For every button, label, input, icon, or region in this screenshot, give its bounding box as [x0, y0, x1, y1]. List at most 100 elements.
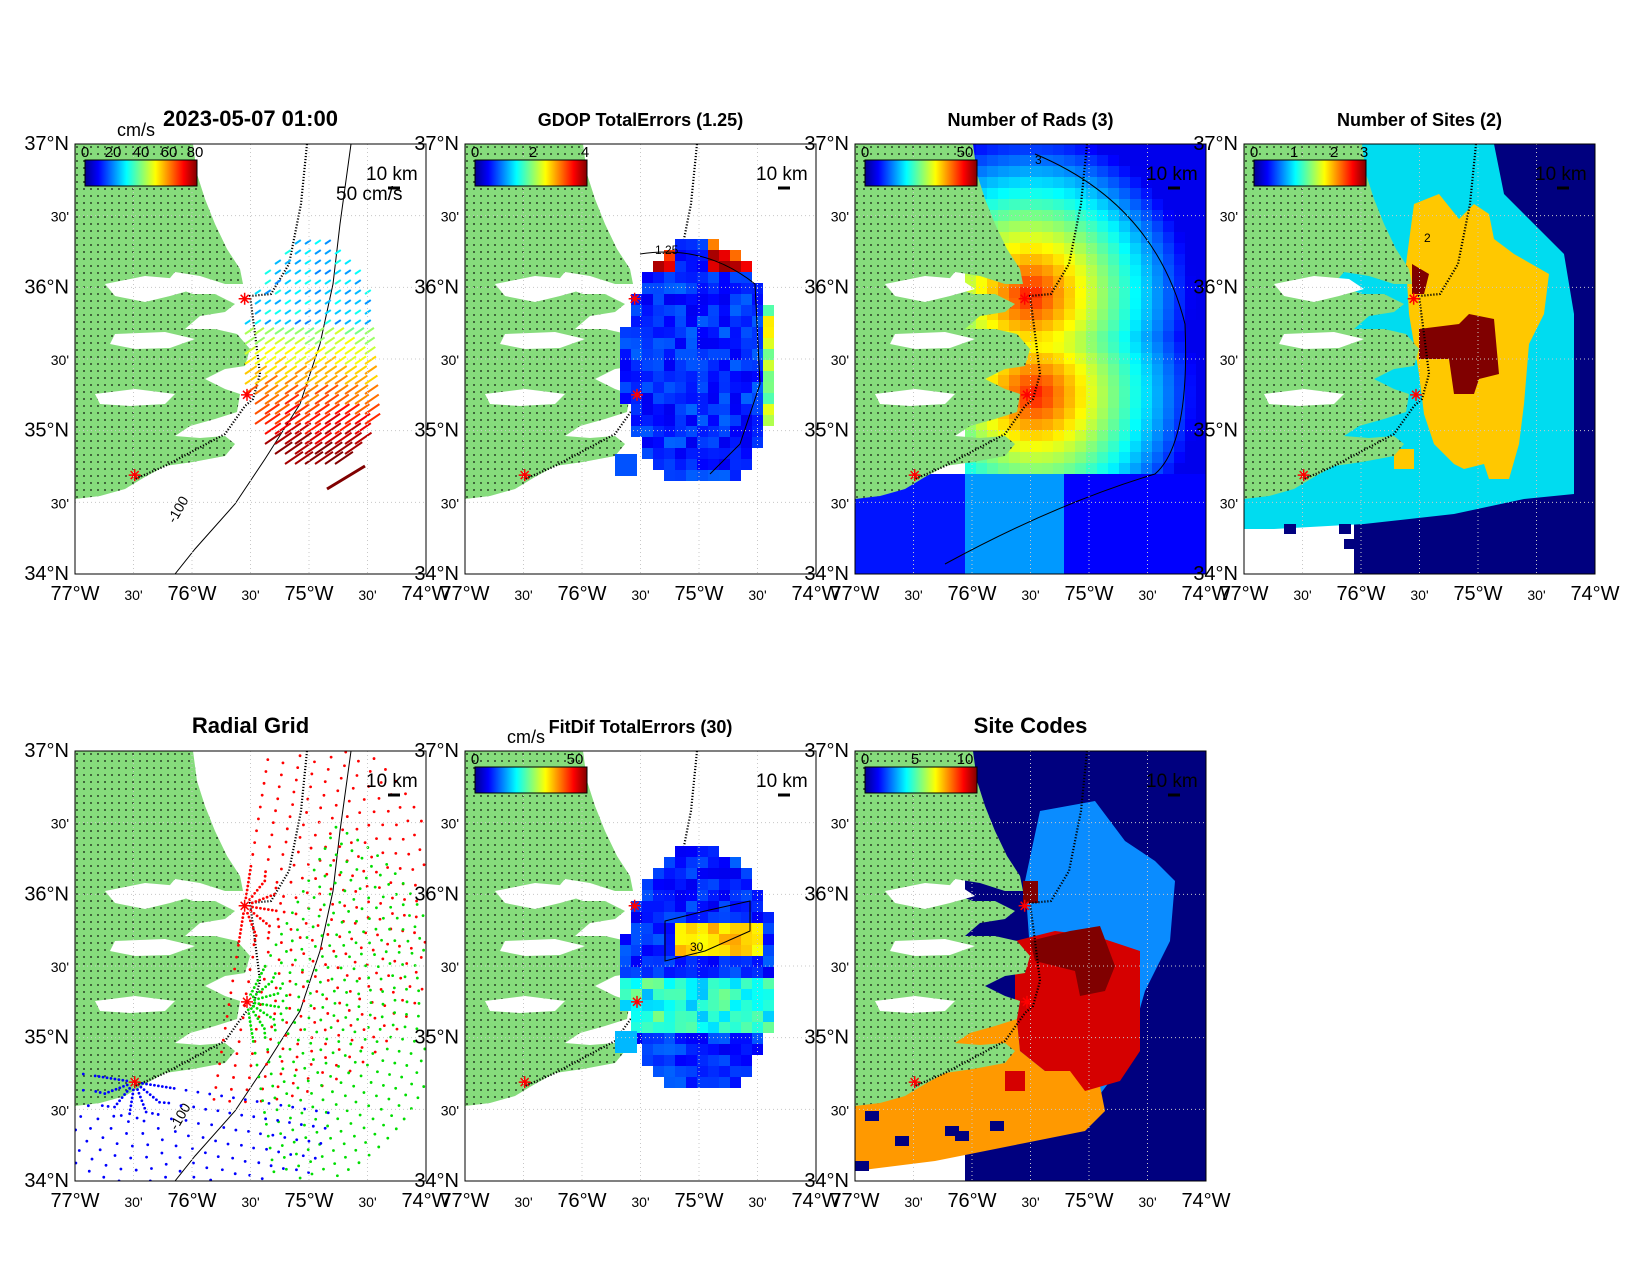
axes-frame: [74, 750, 427, 1182]
grid-cell: [719, 978, 730, 989]
grid-cell: [1108, 276, 1119, 287]
grid-cell: [719, 945, 730, 956]
grid-cell: [730, 393, 741, 404]
grid-cell: [1086, 507, 1097, 518]
current-vector: [344, 355, 357, 365]
current-vector: [304, 336, 316, 345]
site-marker-icon: [1020, 388, 1033, 401]
radial-grid-point: [314, 877, 318, 880]
radial-grid-point: [96, 1117, 100, 1121]
grid-cell: [708, 1000, 719, 1011]
grid-cell: [1042, 540, 1053, 551]
grid-cell: [664, 923, 675, 934]
current-vector: [264, 336, 276, 345]
radial-grid-point: [414, 883, 417, 887]
grid-cell: [642, 912, 653, 923]
grid-cell: [1119, 144, 1130, 155]
current-vector: [344, 365, 358, 375]
grid-cell: [1031, 419, 1042, 430]
current-vector: [314, 239, 322, 245]
radial-grid-point: [375, 870, 378, 874]
grid-cell: [642, 945, 653, 956]
grid-cell: [1053, 232, 1064, 243]
current-vector: [324, 239, 332, 245]
radial-grid-point: [409, 1107, 413, 1110]
radial-grid-point: [102, 1175, 106, 1179]
colorbar-tick: 0: [861, 144, 869, 161]
radial-grid-point: [246, 911, 249, 915]
radial-grid-point: [413, 931, 416, 935]
grid-cell: [1075, 551, 1086, 562]
grid-cell: [763, 945, 774, 956]
radial-grid-point: [330, 816, 334, 820]
grid-cell: [1075, 320, 1086, 331]
current-vector: [334, 384, 349, 395]
lon-tick-label: 76°W: [557, 1190, 606, 1212]
grid-cell: [1141, 166, 1152, 177]
radial-grid-point: [354, 1148, 358, 1152]
grid-cell: [1064, 375, 1075, 386]
grid-cell: [741, 923, 752, 934]
grid-cell: [664, 382, 675, 393]
radial-grid-point: [269, 894, 273, 898]
radial-grid-point: [334, 825, 338, 829]
radial-grid-point: [280, 932, 283, 936]
radial-grid-point: [367, 896, 371, 900]
grid-cell: [1053, 309, 1064, 320]
grid-cell: [1020, 166, 1031, 177]
radial-grid-point: [246, 884, 250, 888]
radial-grid-point: [130, 1100, 133, 1104]
grid-cell: [1163, 419, 1174, 430]
radial-grid-point: [164, 1085, 168, 1089]
grid-cell: [653, 1044, 664, 1055]
current-vector: [324, 393, 340, 405]
grid-cell: [1174, 243, 1185, 254]
grid-cell: [752, 945, 763, 956]
grid-cell: [1053, 364, 1064, 375]
grid-cell: [1009, 254, 1020, 265]
grid-cell: [866, 551, 877, 562]
lon-tick-label: 74°W: [1181, 1190, 1230, 1212]
radial-grid-point: [237, 939, 241, 943]
grid-cell: [752, 305, 763, 316]
grid-cell: [675, 967, 686, 978]
sites-zero-area: [1444, 534, 1456, 544]
radial-grid-point: [258, 916, 262, 920]
grid-cell: [719, 923, 730, 934]
radial-grid-point: [348, 1055, 352, 1059]
grid-cell: [1119, 364, 1130, 375]
current-vector: [334, 346, 346, 355]
radial-grid-point: [419, 1059, 423, 1063]
current-vector: [364, 346, 376, 355]
current-vector: [254, 393, 270, 405]
radial-grid-point: [409, 946, 413, 950]
grid-cell: [763, 923, 774, 934]
grid-cell: [1174, 232, 1185, 243]
grid-cell: [877, 507, 888, 518]
grid-cell: [1064, 287, 1075, 298]
grid-cell: [1075, 144, 1086, 155]
grid-cell: [1174, 463, 1185, 474]
grid-cell: [1031, 309, 1042, 320]
radial-grid-point: [409, 1052, 413, 1055]
radial-grid-point: [317, 914, 321, 918]
radial-grid-point: [405, 1012, 408, 1016]
grid-cell: [888, 551, 899, 562]
panel-title: Site Codes: [974, 713, 1088, 738]
radial-grid-point: [295, 1168, 298, 1172]
colorbar-tick: 3: [1360, 144, 1368, 161]
scale-bar-label: 10 km: [1146, 164, 1198, 185]
radial-grid-point: [187, 1134, 190, 1138]
grid-cell: [1163, 309, 1174, 320]
current-vector: [304, 289, 312, 295]
radial-grid-point: [266, 758, 270, 762]
radial-grid-point: [401, 903, 405, 907]
current-vector: [314, 384, 329, 395]
radial-grid-point: [247, 980, 251, 984]
grid-cell: [675, 879, 686, 890]
grid-cell: [631, 316, 642, 327]
radial-grid-point: [393, 1061, 397, 1065]
radial-grid-point: [148, 1093, 152, 1097]
radial-grid-point: [232, 1076, 235, 1079]
